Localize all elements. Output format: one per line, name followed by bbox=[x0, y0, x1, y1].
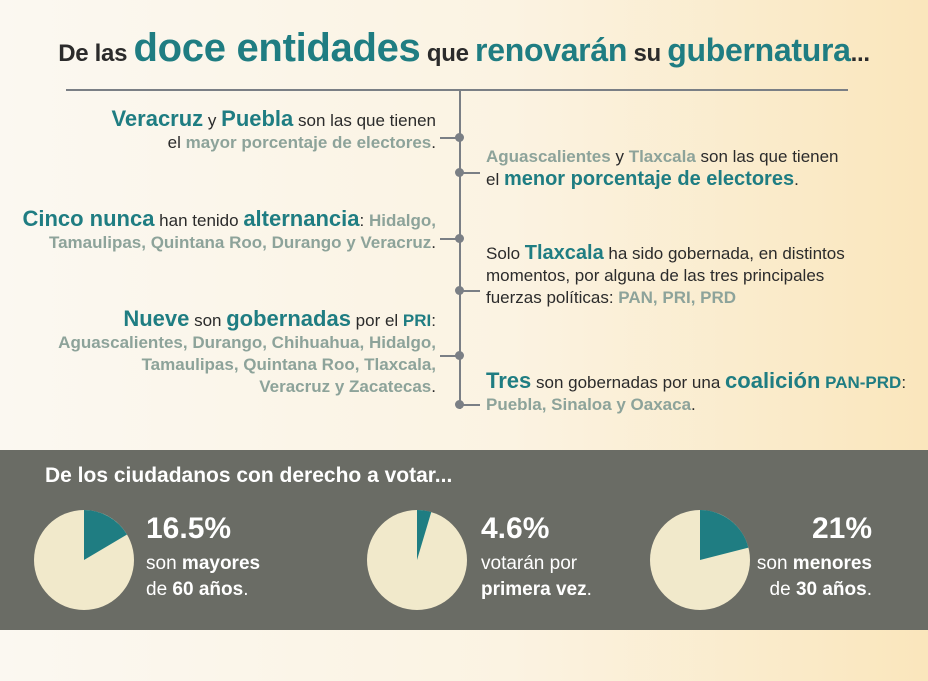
caption-text: de bbox=[769, 579, 796, 600]
timeline-dot bbox=[455, 400, 464, 409]
fact-text: Solo bbox=[486, 244, 525, 263]
fact-text: Tamaulipas, Quintana Roo, Durango y Vera… bbox=[48, 233, 432, 252]
fact-text: . bbox=[431, 377, 436, 396]
fact-text: son bbox=[189, 311, 227, 330]
fact-text: han tenido bbox=[154, 211, 244, 230]
pie-chart-mayores bbox=[34, 510, 134, 610]
title-part-2: doce entidades bbox=[133, 26, 421, 70]
title-part-1: De las bbox=[58, 40, 128, 67]
fact-text: . bbox=[794, 170, 799, 189]
fact-pri: Nueve son gobernadas por el PRI: Aguasca… bbox=[58, 308, 436, 398]
fact-text: mayor porcentaje de electores bbox=[185, 133, 432, 152]
fact-alternancia: Cinco nunca han tenido alternancia: Hida… bbox=[22, 208, 436, 254]
fact-text: momentos, por alguna de las tres princip… bbox=[486, 266, 825, 285]
fact-text: Tlaxcala bbox=[628, 147, 696, 166]
fact-text: y bbox=[610, 147, 629, 166]
pie-caption: son mayores de 60 años. bbox=[146, 551, 260, 603]
fact-text: son las que tienen bbox=[695, 147, 839, 166]
fact-text: y bbox=[203, 111, 222, 130]
timeline-tick bbox=[460, 172, 480, 174]
fact-text: son las que tienen bbox=[293, 111, 436, 130]
pie-value-label: 21% bbox=[811, 512, 872, 545]
pie-slice-primera-vez bbox=[417, 510, 432, 560]
fact-text: . bbox=[691, 395, 696, 414]
page-title: De las doce entidades que renovarán su g… bbox=[0, 26, 928, 71]
timeline-tick bbox=[460, 290, 480, 292]
title-part-4: renovarán bbox=[475, 32, 628, 68]
caption-text: . bbox=[866, 579, 872, 600]
caption-text: votarán por bbox=[481, 553, 578, 574]
fact-text: Veracruz y Zacatecas bbox=[259, 377, 432, 396]
title-part-6: gubernatura bbox=[667, 32, 851, 68]
timeline-dot bbox=[455, 133, 464, 142]
caption-text: 30 años bbox=[795, 579, 867, 600]
fact-text: el bbox=[167, 133, 186, 152]
fact-text: Aguascalientes bbox=[486, 147, 611, 166]
timeline-dot bbox=[455, 168, 464, 177]
fact-text: gobernadas bbox=[226, 306, 351, 331]
fact-text: coalición bbox=[725, 368, 821, 393]
caption-text: son bbox=[756, 553, 793, 574]
pie-caption: son menores de 30 años. bbox=[757, 551, 872, 603]
caption-text: . bbox=[243, 579, 249, 600]
timeline-dot bbox=[455, 286, 464, 295]
fact-text: Tres bbox=[486, 368, 532, 393]
fact-text: Veracruz bbox=[111, 106, 204, 131]
timeline-tick bbox=[440, 238, 460, 240]
fact-text: : bbox=[901, 373, 907, 392]
fact-text: Cinco nunca bbox=[22, 206, 155, 231]
fact-text: Nueve bbox=[123, 306, 190, 331]
fact-text: Puebla bbox=[221, 106, 294, 131]
fact-tlaxcala: Solo Tlaxcala ha sido gobernada, en dist… bbox=[486, 242, 845, 309]
fact-text: : bbox=[431, 311, 436, 330]
fact-text: son gobernadas por una bbox=[531, 373, 726, 392]
fact-text: Hidalgo, bbox=[368, 211, 436, 230]
fact-text: PAN-PRD bbox=[825, 373, 902, 392]
timeline-tick bbox=[440, 137, 460, 139]
title-rule bbox=[66, 89, 848, 91]
title-part-7: ... bbox=[850, 40, 870, 67]
fact-text: . bbox=[431, 133, 436, 152]
pie-slice-mayores bbox=[84, 510, 128, 560]
caption-text: 60 años bbox=[172, 579, 244, 600]
fact-veracruz-puebla: Veracruz y Puebla son las que tienen el … bbox=[111, 108, 436, 154]
fact-coalicion: Tres son gobernadas por una coalición PA… bbox=[486, 370, 906, 416]
fact-text: : bbox=[359, 211, 369, 230]
caption-text: menores bbox=[792, 553, 872, 574]
timeline-line bbox=[459, 89, 461, 409]
fact-text: alternancia bbox=[243, 206, 360, 231]
timeline-tick bbox=[460, 404, 480, 406]
fact-text: fuerzas políticas: bbox=[486, 288, 619, 307]
fact-text: ha sido gobernada, en distintos bbox=[603, 244, 845, 263]
fact-text: Puebla, Sinaloa y Oaxaca bbox=[486, 395, 692, 414]
fact-text: Tlaxcala bbox=[524, 242, 604, 264]
fact-text: PAN, PRI, PRD bbox=[618, 288, 737, 307]
fact-text: PRI bbox=[402, 311, 432, 330]
fact-text: Aguascalientes, Durango, Chihuahua, Hida… bbox=[58, 333, 436, 352]
fact-text: . bbox=[431, 233, 436, 252]
fact-text: el bbox=[486, 170, 504, 189]
title-part-5: su bbox=[633, 40, 661, 67]
caption-text: primera vez bbox=[481, 579, 587, 600]
pie-slice-menores bbox=[700, 510, 749, 560]
voters-band: De los ciudadanos con derecho a votar...… bbox=[0, 450, 928, 630]
caption-text: de bbox=[146, 579, 173, 600]
fact-text: por el bbox=[350, 311, 403, 330]
band-title: De los ciudadanos con derecho a votar... bbox=[45, 464, 453, 487]
caption-text: mayores bbox=[181, 553, 261, 574]
pie-caption: votarán por primera vez. bbox=[481, 551, 592, 603]
fact-aguascalientes-tlaxcala: Aguascalientes y Tlaxcala son las que ti… bbox=[486, 146, 839, 191]
pie-value-label: 16.5% bbox=[146, 512, 232, 545]
caption-text: . bbox=[586, 579, 592, 600]
timeline-dot bbox=[455, 234, 464, 243]
pie-value-label: 4.6% bbox=[481, 512, 550, 545]
title-part-3: que bbox=[426, 40, 469, 67]
timeline-tick bbox=[440, 355, 460, 357]
caption-text: son bbox=[146, 553, 182, 574]
fact-text: menor porcentaje de electores bbox=[503, 168, 795, 190]
pie-chart-menores bbox=[650, 510, 750, 610]
timeline-dot bbox=[455, 351, 464, 360]
fact-text: Tamaulipas, Quintana Roo, Tlaxcala, bbox=[141, 355, 436, 374]
pie-chart-primera-vez bbox=[367, 510, 467, 610]
